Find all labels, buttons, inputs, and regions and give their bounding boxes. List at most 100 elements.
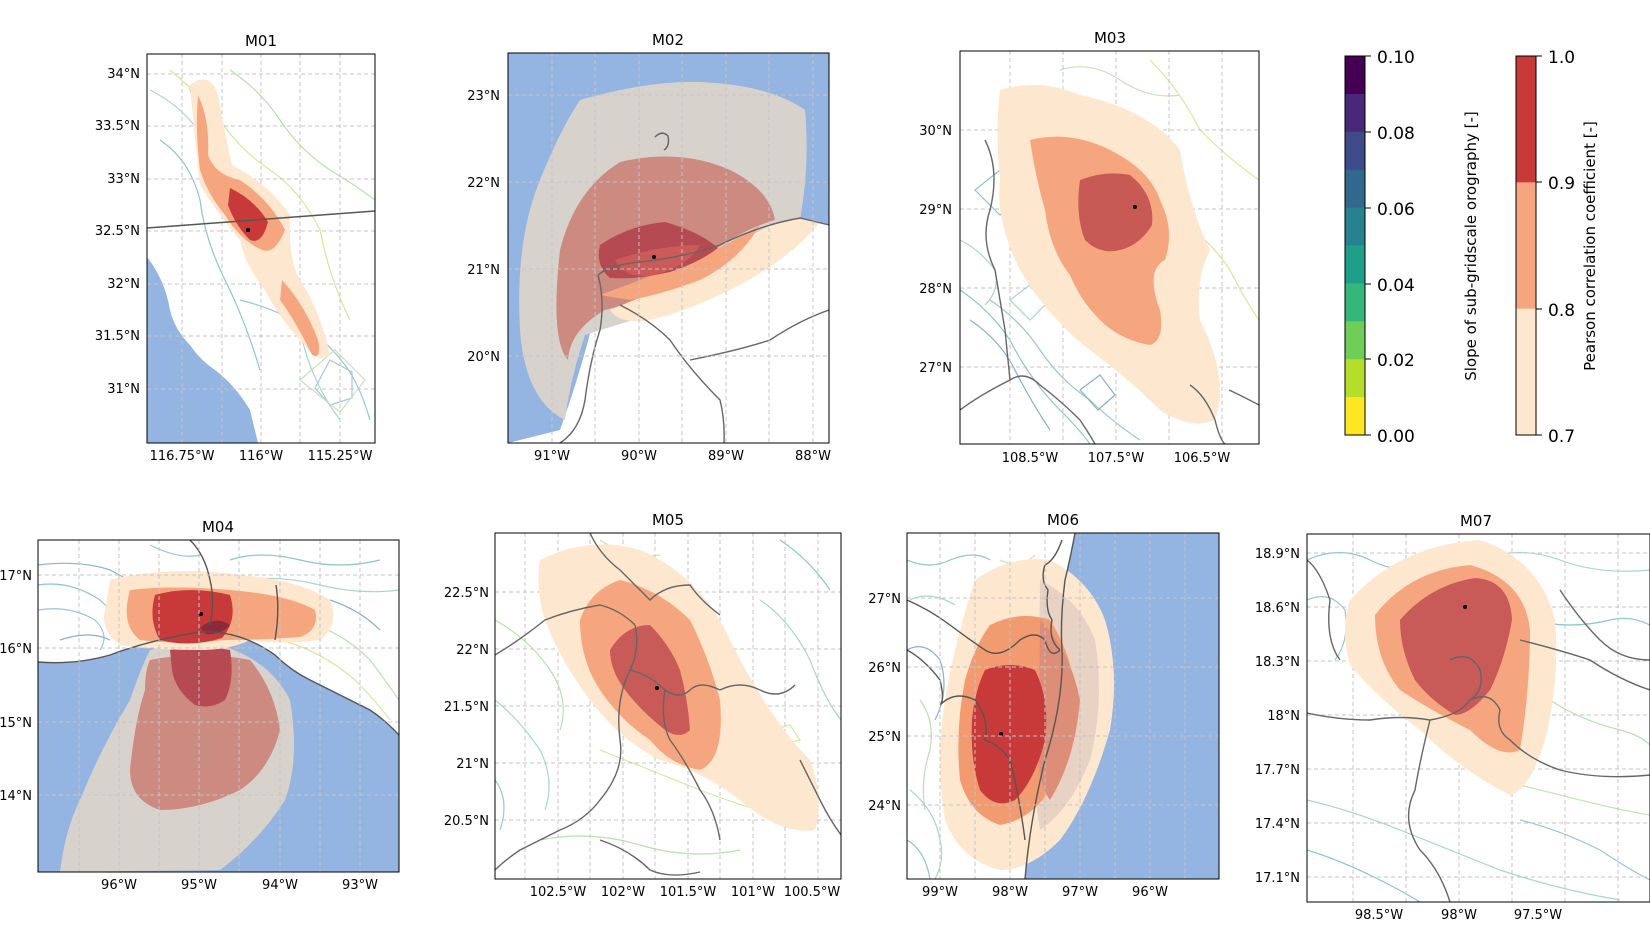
x-tick-label: 107.5°W xyxy=(1088,451,1145,466)
correlation-shading xyxy=(1345,540,1557,795)
colorbar-tick: 0.06 xyxy=(1377,200,1415,220)
x-tick-label: 94°W xyxy=(262,878,298,893)
colorbar-tick: 0.02 xyxy=(1377,351,1415,371)
y-tick-label: 20°N xyxy=(467,350,500,365)
y-tick-label: 26°N xyxy=(868,661,901,676)
graticule xyxy=(38,540,399,872)
y-tick-label: 32.5°N xyxy=(95,224,140,239)
colorbar-tick: 0.00 xyxy=(1377,427,1415,447)
y-tick-label: 18.9°N xyxy=(1255,547,1300,562)
x-tick-label: 97.5°W xyxy=(1514,908,1562,923)
y-tick-label: 22°N xyxy=(456,643,489,658)
y-tick-label: 33.5°N xyxy=(95,119,140,134)
x-tick-label: 106.5°W xyxy=(1174,451,1231,466)
colorbar-label: Slope of sub-gridscale orography [-] xyxy=(1462,111,1480,381)
map-panel-m06: M06 xyxy=(868,511,1220,900)
panel-title-m04: M04 xyxy=(202,518,234,536)
x-tick-label: 116°W xyxy=(239,449,283,464)
colorbar-segment xyxy=(1345,56,1365,95)
correlation-shading xyxy=(997,85,1220,424)
y-tick-label: 34°N xyxy=(107,67,140,82)
coastline xyxy=(38,540,399,736)
y-tick-label: 24°N xyxy=(868,799,901,814)
y-tick-label: 17.7°N xyxy=(1255,763,1300,778)
colorbar-segment xyxy=(1516,308,1536,436)
x-tick-label: 91°W xyxy=(534,449,570,464)
y-tick-label: 28°N xyxy=(919,282,952,297)
colorbar-segment xyxy=(1345,321,1365,360)
y-tick-label: 18.3°N xyxy=(1255,655,1300,670)
x-tick-label: 100.5°W xyxy=(784,885,841,900)
x-tick-label: 102.5°W xyxy=(530,885,587,900)
y-tick-label: 21°N xyxy=(456,757,489,772)
y-tick-label: 29°N xyxy=(919,203,952,218)
colorbar-orography: 0.10 0.08 0.06 0.04 0.02 0.00 Slope of s… xyxy=(1344,48,1480,447)
colorbar-segment xyxy=(1345,169,1365,209)
x-tick-label: 102°W xyxy=(601,885,645,900)
x-tick-label: 90°W xyxy=(621,449,657,464)
panel-title-m05: M05 xyxy=(652,511,684,529)
y-tick-label: 33°N xyxy=(107,172,140,187)
y-tick-label: 14°N xyxy=(0,789,32,804)
colorbar-label: Pearson correlation coefficient [-] xyxy=(1581,121,1599,371)
colorbar-tick: 0.10 xyxy=(1377,48,1415,68)
x-tick-label: 101.5°W xyxy=(660,885,717,900)
y-tick-label: 32°N xyxy=(107,277,140,292)
map-panel-m04: M04 xyxy=(0,518,400,893)
colorbar-tick: 0.7 xyxy=(1548,427,1575,447)
graticule xyxy=(147,54,375,443)
panel-title-m07: M07 xyxy=(1460,512,1492,530)
sea-area xyxy=(147,257,258,443)
colorbar-segment xyxy=(1345,283,1365,322)
colorbar-segment xyxy=(1345,359,1365,398)
x-tick-label: 98.5°W xyxy=(1355,908,1403,923)
graticule xyxy=(907,533,1219,879)
map-panel-m07: M07 xyxy=(1255,512,1650,923)
y-tick-label: 20.5°N xyxy=(444,814,489,829)
x-tick-label: 93°W xyxy=(342,878,378,893)
y-tick-label: 27°N xyxy=(919,361,952,376)
map-panel-m05: M05 xyxy=(444,511,842,900)
map-panel-m03: M03 xyxy=(919,29,1260,466)
colorbar-tick: 0.8 xyxy=(1548,301,1575,321)
y-tick-label: 23°N xyxy=(467,89,500,104)
correlation-shading xyxy=(538,544,819,831)
y-tick-label: 31°N xyxy=(107,382,140,397)
x-tick-label: 98°W xyxy=(992,885,1028,900)
panel-title-m03: M03 xyxy=(1094,29,1126,47)
colorbar-tick: 0.08 xyxy=(1377,124,1415,144)
x-tick-label: 115.25°W xyxy=(308,449,373,464)
x-tick-label: 98°W xyxy=(1441,908,1477,923)
x-tick-label: 108.5°W xyxy=(1002,451,1059,466)
border-line xyxy=(147,210,375,229)
border-lines xyxy=(960,139,1259,444)
colorbar-correlation: 1.0 0.9 0.8 0.7 Pearson correlation coef… xyxy=(1515,48,1599,447)
colorbar-segments xyxy=(1345,56,1365,436)
map-panel-m02: M02 xyxy=(467,31,831,464)
x-tick-label: 97°W xyxy=(1062,885,1098,900)
border-lines xyxy=(559,217,829,443)
graticule xyxy=(508,53,829,443)
y-tick-label: 18°N xyxy=(1267,709,1300,724)
x-tick-label: 99°W xyxy=(922,885,958,900)
x-tick-label: 95°W xyxy=(181,878,217,893)
x-tick-label: 88°W xyxy=(795,449,831,464)
y-tick-label: 17°N xyxy=(0,569,32,584)
border-lines xyxy=(1307,559,1650,902)
y-tick-label: 16°N xyxy=(0,642,32,657)
x-tick-label: 116.75°W xyxy=(150,449,215,464)
y-tick-label: 21.5°N xyxy=(444,700,489,715)
y-tick-label: 31.5°N xyxy=(95,329,140,344)
colorbar-segment xyxy=(1516,182,1536,310)
x-tick-label: 101°W xyxy=(731,885,775,900)
colorbar-segment xyxy=(1345,245,1365,284)
colorbar-segment xyxy=(1345,131,1365,171)
border-lines xyxy=(495,533,841,876)
colorbar-segment xyxy=(1345,93,1365,133)
x-tick-label: 96°W xyxy=(101,878,137,893)
colorbar-tick: 0.04 xyxy=(1377,276,1415,296)
colorbar-segment xyxy=(1516,56,1536,183)
colorbar-tick: 0.9 xyxy=(1548,174,1575,194)
x-tick-label: 89°W xyxy=(708,449,744,464)
